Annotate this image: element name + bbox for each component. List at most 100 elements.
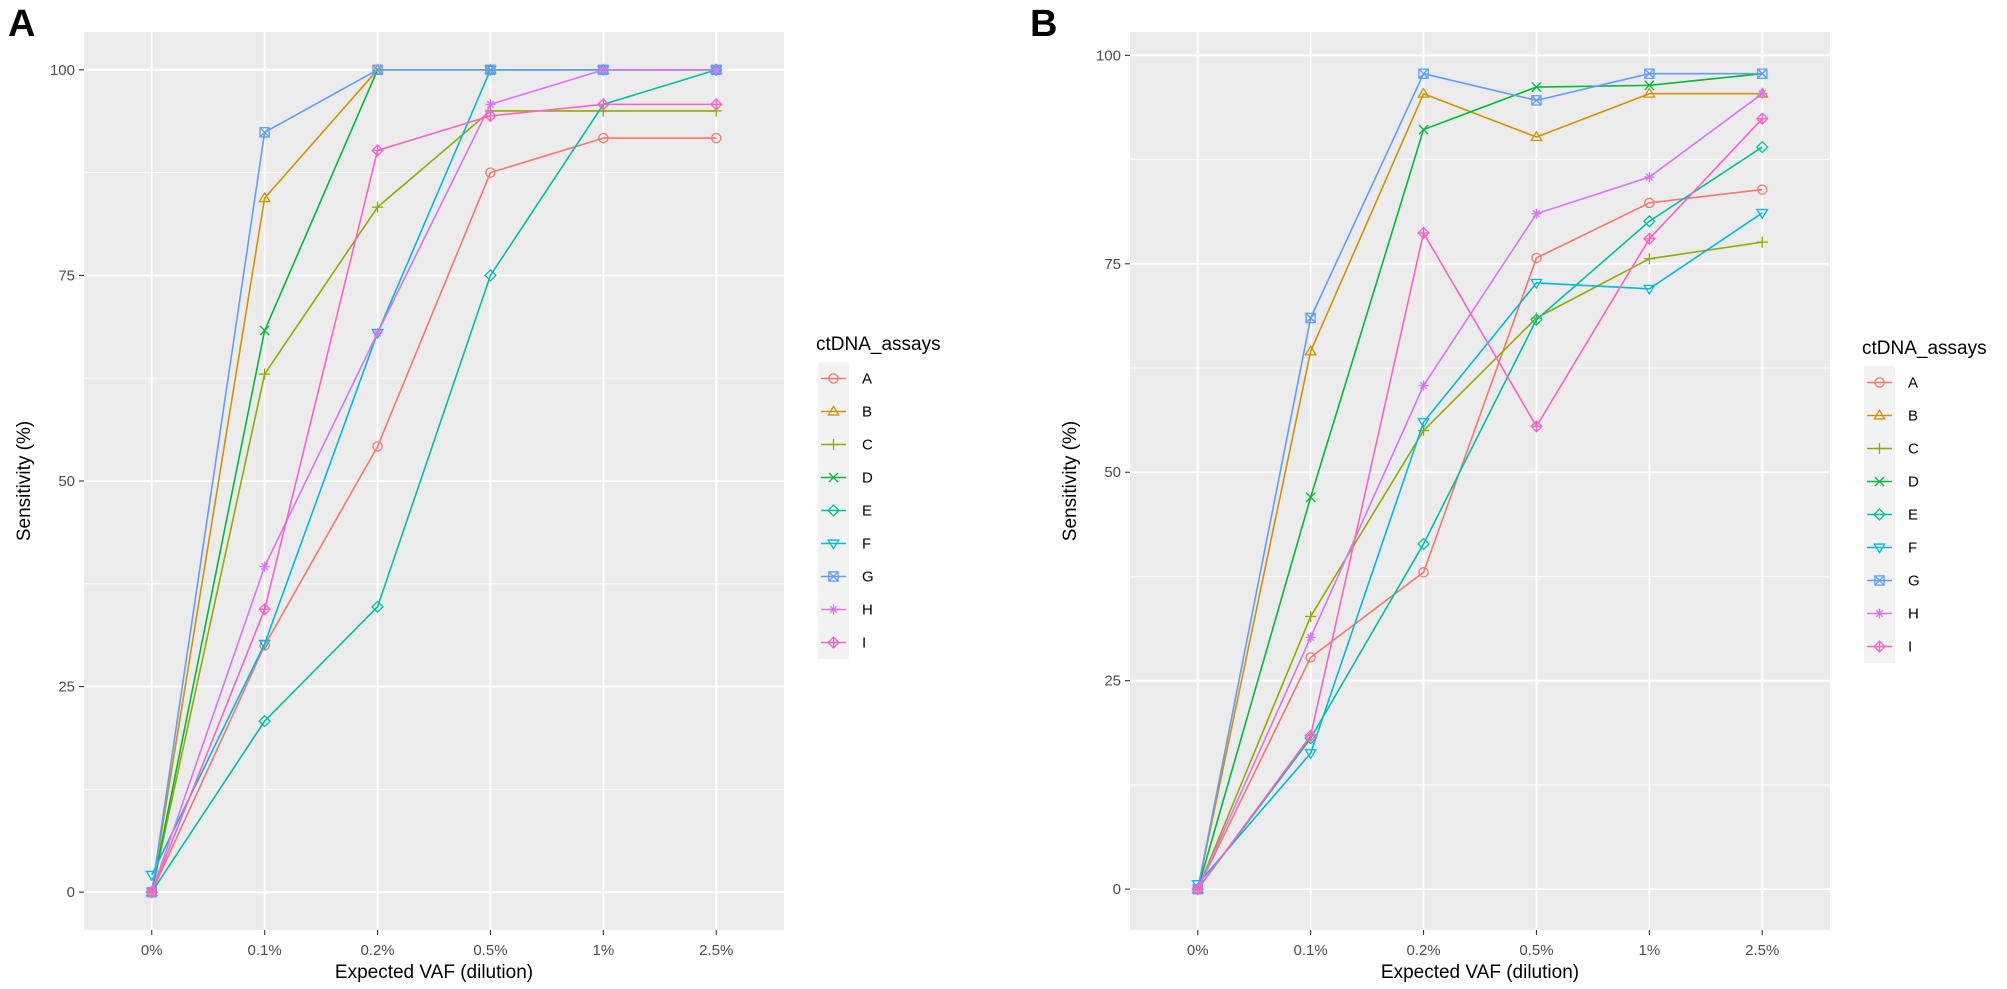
panel-b-x-axis-title: Expected VAF (dilution): [1381, 962, 1579, 983]
legend-item-d: D: [821, 470, 873, 487]
panel-a-legend-title: ctDNA_assays: [816, 334, 941, 355]
data-point-a: [1644, 197, 1655, 209]
y-tick-label: 0: [1113, 881, 1121, 898]
legend-item-h: H: [821, 602, 873, 619]
legend-item-e: E: [821, 503, 872, 520]
series-line-g: [1196, 72, 1763, 890]
legend-key-marker: [827, 504, 840, 517]
data-point-i: [484, 109, 497, 123]
data-point-h: [1305, 632, 1316, 643]
data-point-c: [1643, 253, 1655, 265]
data-point-e: [258, 714, 271, 728]
data-point-h: [598, 64, 609, 75]
legend-label-a: A: [862, 371, 872, 388]
panel-a-y-axis: 0 25 50 75 100: [50, 62, 84, 901]
legend-item-c: C: [1867, 441, 1919, 458]
panel-b-letter: B: [1030, 3, 1057, 45]
data-point-a: [598, 132, 609, 144]
legend-label-e: E: [862, 503, 872, 520]
legend-key-marker: [827, 405, 840, 416]
data-point-g: [1305, 312, 1316, 324]
data-point-h: [259, 561, 270, 572]
legend-label-c: C: [1908, 441, 1919, 458]
data-point-a: [1418, 567, 1429, 578]
data-point-f: [484, 65, 497, 77]
legend-key-marker: [1873, 543, 1886, 554]
data-point-e: [484, 269, 497, 282]
data-point-a: [1305, 652, 1316, 663]
x-tick-label: 0.2%: [360, 942, 394, 959]
series-line-a: [1197, 188, 1763, 890]
legend-label-i: I: [1908, 639, 1912, 656]
data-point-b: [1304, 344, 1317, 356]
data-point-h: [1531, 208, 1542, 219]
data-point-b: [1530, 130, 1543, 142]
x-tick-label: 2.5%: [699, 942, 733, 959]
panel-b-y-axis-title: Sensitivity (%): [1060, 421, 1081, 541]
data-point-c: [259, 368, 271, 380]
legend-key-marker: [1873, 442, 1886, 455]
legend-label-b: B: [1908, 408, 1918, 425]
data-point-b: [258, 191, 271, 203]
data-point-i: [1530, 420, 1543, 433]
legend-key-marker: [827, 539, 840, 550]
series-line-h: [150, 69, 717, 893]
legend-item-a: A: [1867, 375, 1918, 392]
legend-key-marker: [1874, 476, 1885, 487]
series-i: [1191, 112, 1769, 896]
legend-key-marker: [1873, 508, 1886, 521]
data-point-i: [258, 602, 271, 616]
data-point-c: [1305, 610, 1317, 623]
data-point-a: [485, 167, 496, 178]
y-tick-label: 75: [1104, 256, 1121, 273]
panel-b-y-axis: 0 25 50 75 100: [1096, 47, 1130, 898]
legend-item-g: G: [821, 569, 874, 586]
data-point-b: [1417, 87, 1430, 98]
data-point-g: [259, 127, 270, 138]
data-point-g: [1644, 68, 1655, 79]
series-h: [1192, 88, 1768, 895]
legend-key-marker: [1873, 409, 1886, 420]
data-point-i: [1304, 729, 1317, 743]
data-point-h: [1644, 171, 1655, 183]
data-point-i: [1191, 882, 1205, 896]
series-line-c: [150, 110, 717, 893]
data-point-i: [597, 98, 610, 111]
data-point-i: [1755, 112, 1769, 126]
legend-label-h: H: [1908, 606, 1919, 623]
data-point-b: [371, 63, 384, 74]
data-point-f: [258, 639, 271, 651]
data-point-g: [372, 64, 383, 76]
series-line-i: [1197, 118, 1763, 890]
series-i: [145, 98, 723, 899]
legend-label-f: F: [1908, 540, 1917, 557]
series-h: [146, 64, 722, 898]
series-line-i: [150, 103, 717, 893]
y-tick-label: 50: [1104, 464, 1121, 481]
data-point-b: [484, 63, 497, 74]
data-point-h: [1757, 88, 1768, 99]
series-a: [1192, 184, 1768, 895]
legend-key-marker: [1874, 377, 1885, 388]
legend-key-marker: [827, 636, 840, 649]
data-point-a: [711, 132, 722, 144]
legend-item-d: D: [1867, 474, 1919, 491]
legend-label-b: B: [862, 404, 872, 421]
legend-key-marker: [828, 604, 839, 615]
legend-label-c: C: [862, 437, 873, 454]
data-point-e: [371, 600, 384, 614]
panel-a-y-axis-title: Sensitivity (%): [14, 421, 35, 541]
x-tick-label: 0.5%: [473, 942, 507, 959]
x-tick-label: 0.1%: [248, 942, 282, 959]
legend-key-marker: [1874, 608, 1885, 619]
legend-label-a: A: [1908, 375, 1918, 392]
data-point-g: [1757, 68, 1768, 79]
legend-item-e: E: [1867, 507, 1918, 524]
series-line-b: [1196, 92, 1763, 890]
legend-label-i: I: [862, 635, 866, 652]
legend-label-h: H: [862, 602, 873, 619]
data-point-h: [372, 327, 383, 339]
data-point-d: [1644, 80, 1655, 91]
